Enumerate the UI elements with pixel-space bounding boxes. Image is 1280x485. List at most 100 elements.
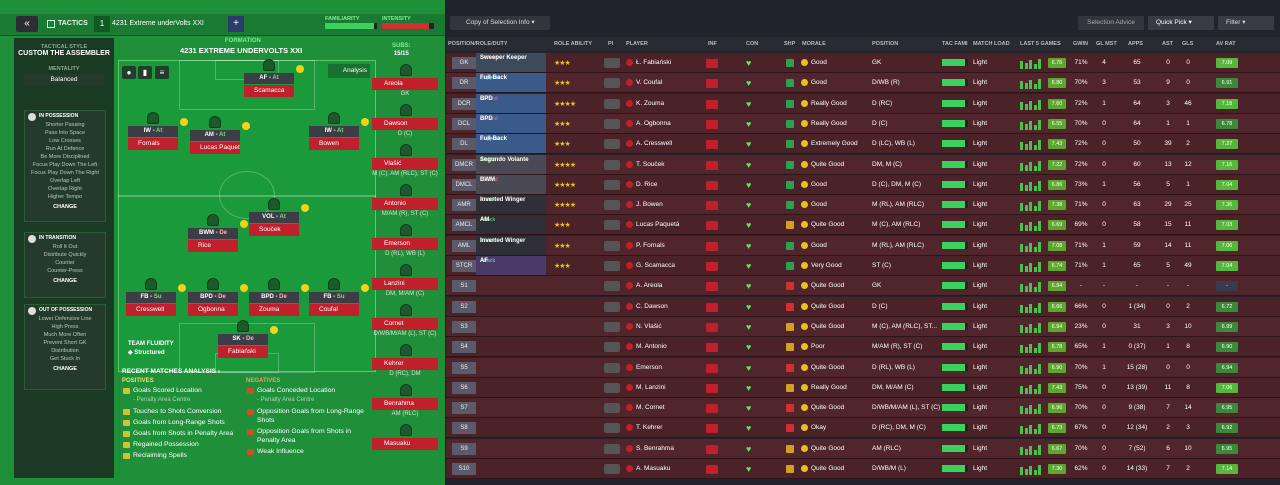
player-instructions-icon[interactable] bbox=[604, 118, 620, 129]
sub-player[interactable]: Areola GK bbox=[372, 78, 438, 97]
player-shirt-icon[interactable] bbox=[237, 320, 249, 332]
row-role-select[interactable]: Sweeper Keeper Defend bbox=[476, 53, 546, 72]
col-gls[interactable]: GLS bbox=[1182, 41, 1194, 47]
player-instructions-icon[interactable] bbox=[604, 179, 620, 190]
col-match-load[interactable]: MATCH LOAD bbox=[973, 41, 1010, 47]
pitch-player-name[interactable]: Cresswell bbox=[126, 304, 176, 316]
player-instructions-icon[interactable] bbox=[604, 342, 620, 353]
player-shirt-icon[interactable] bbox=[328, 112, 340, 124]
change-in-transition-button[interactable]: CHANGE bbox=[53, 278, 77, 284]
row-player-name[interactable]: T. Souček bbox=[626, 160, 696, 168]
col-gwin[interactable]: GWIN bbox=[1073, 41, 1088, 47]
copy-selection-info-button[interactable]: Copy of Selection Info ▾ bbox=[450, 16, 550, 30]
table-row[interactable]: DL Full-Back Support ★★★ A. Cresswell ♥ Extrem… bbox=[446, 134, 1280, 155]
instruction-icon[interactable] bbox=[361, 284, 369, 292]
player-instructions-icon[interactable] bbox=[604, 159, 620, 170]
pitch-position-role[interactable]: FB - Su bbox=[309, 292, 359, 303]
pitch-player-name[interactable]: Fabiański bbox=[218, 346, 268, 358]
quick-pick-button[interactable]: Quick Pick ▾ bbox=[1148, 16, 1214, 30]
change-out-of-possession-button[interactable]: CHANGE bbox=[53, 366, 77, 372]
table-row[interactable]: AMCL AM Attack ★★★ Lucas Paquetá ♥ Quite Good M… bbox=[446, 215, 1280, 236]
row-role-select[interactable]: BWM Defend bbox=[476, 174, 546, 194]
add-tactic-button[interactable]: + bbox=[228, 16, 244, 32]
table-row[interactable]: DCR BPD Defend ★★★★ K. Zouma ♥ Really Good D (R… bbox=[446, 93, 1280, 114]
row-player-name[interactable]: Lucas Paquetá bbox=[626, 221, 696, 229]
col-role-ability[interactable]: ROLE ABILITY bbox=[554, 41, 592, 47]
pitch-position-role[interactable]: AF - At bbox=[244, 73, 294, 84]
player-shirt-icon[interactable] bbox=[263, 59, 275, 71]
col-apps[interactable]: APPS bbox=[1128, 41, 1143, 47]
col-player[interactable]: PLAYER bbox=[626, 41, 648, 47]
player-instructions-icon[interactable] bbox=[604, 301, 620, 312]
col-shp[interactable]: SHP bbox=[784, 41, 796, 47]
sub-player-name[interactable]: Benrahma bbox=[372, 398, 438, 410]
pitch-position-role[interactable]: AM - At bbox=[190, 130, 240, 141]
player-shirt-icon[interactable] bbox=[147, 112, 159, 124]
table-row[interactable]: S6 M. Lanzini ♥ Really Good DM, M/AM (C) Ligh… bbox=[446, 377, 1280, 398]
sub-player-name[interactable]: Kehrer bbox=[372, 358, 438, 370]
instruction-icon[interactable] bbox=[242, 122, 250, 130]
pitch-position-role[interactable]: IW - At bbox=[128, 126, 178, 137]
row-player-name[interactable]: C. Dawson bbox=[626, 302, 696, 310]
row-player-name[interactable]: P. Fornals bbox=[626, 241, 696, 249]
pitch-player-name[interactable]: Ogbonna bbox=[188, 304, 238, 316]
table-row[interactable]: STCR AF Attack ★★★ G. Scamacca ♥ Very Good ST (… bbox=[446, 256, 1280, 276]
row-player-name[interactable]: M. Antonio bbox=[626, 343, 696, 351]
row-player-name[interactable]: A. Ogbonna bbox=[626, 119, 696, 127]
table-row[interactable]: DCL BPD Defend ★★★ A. Ogbonna ♥ Really Good D (… bbox=[446, 113, 1280, 134]
tactic-slot-number[interactable]: 1 bbox=[94, 16, 110, 32]
player-instructions-icon[interactable] bbox=[604, 261, 620, 271]
change-in-possession-button[interactable]: CHANGE bbox=[53, 204, 77, 210]
table-row[interactable]: GK Sweeper Keeper Defend ★★★ Ł. Fabiański ♥ Go… bbox=[446, 53, 1280, 73]
filter-button[interactable]: Filter ▾ bbox=[1218, 16, 1274, 30]
player-instructions-icon[interactable] bbox=[604, 58, 620, 68]
pitch-player-name[interactable]: Rice bbox=[188, 240, 238, 252]
row-player-name[interactable]: V. Coufal bbox=[626, 79, 696, 87]
pitch-player-name[interactable]: Fornals bbox=[128, 138, 178, 150]
sub-player[interactable]: Lanzini DM, M/AM (C) bbox=[372, 278, 438, 297]
row-role-select[interactable]: AM Attack bbox=[476, 215, 546, 235]
row-role-select[interactable]: Segundo Volante Attack bbox=[476, 154, 546, 174]
col-inf[interactable]: INF bbox=[708, 41, 717, 47]
row-role-select[interactable]: BPD Defend bbox=[476, 93, 546, 113]
player-shirt-icon[interactable] bbox=[145, 278, 157, 290]
collapse-button[interactable]: « bbox=[16, 16, 38, 32]
pitch-position-role[interactable]: BWM - De bbox=[188, 228, 238, 239]
col-pi[interactable]: PI bbox=[608, 41, 614, 47]
sub-player[interactable]: Kehrer D (RC), DM bbox=[372, 358, 438, 377]
player-instructions-icon[interactable] bbox=[604, 98, 620, 109]
table-row[interactable]: S9 S. Benrahma ♥ Quite Good AM (RLC) Light 6.6… bbox=[446, 438, 1280, 459]
col-con[interactable]: CON bbox=[746, 41, 759, 47]
pitch-player-name[interactable]: Coufal bbox=[309, 304, 359, 316]
instruction-icon[interactable] bbox=[301, 204, 309, 212]
table-row[interactable]: S3 N. Vlašić ♥ Quite Good M (C), AM (RLC), S… bbox=[446, 316, 1280, 337]
row-role-select[interactable]: Full-Back Support bbox=[476, 134, 546, 154]
sub-player-name[interactable]: Emerson bbox=[372, 238, 438, 250]
pitch-position-role[interactable]: BPD - De bbox=[249, 292, 299, 303]
player-shirt-icon[interactable] bbox=[207, 214, 219, 226]
player-view-icon[interactable]: ● bbox=[122, 66, 136, 79]
player-instructions-icon[interactable] bbox=[604, 362, 620, 373]
sub-player[interactable]: Masuaku bbox=[372, 438, 438, 451]
table-row[interactable]: DR Full-Back Support ★★★ V. Coufal ♥ Good D/WB … bbox=[446, 73, 1280, 94]
row-player-name[interactable]: T. Kehrer bbox=[626, 424, 696, 432]
table-row[interactable]: S8 T. Kehrer ♥ Okay D (RC), DM, M (C) Light 6.… bbox=[446, 418, 1280, 439]
stats-view-icon[interactable]: ▮ bbox=[138, 66, 152, 79]
pitch-player-name[interactable]: Zouma bbox=[249, 304, 299, 316]
col-position[interactable]: POSITION bbox=[872, 41, 899, 47]
instruction-icon[interactable] bbox=[240, 220, 248, 228]
player-shirt-icon[interactable] bbox=[268, 198, 280, 210]
col-gl-mst[interactable]: GL MST bbox=[1096, 41, 1117, 47]
table-row[interactable]: S7 M. Cornet ♥ Quite Good D/WB/M/AM (L), ST … bbox=[446, 398, 1280, 419]
row-player-name[interactable]: M. Lanzini bbox=[626, 383, 696, 391]
row-player-name[interactable]: Emerson bbox=[626, 363, 696, 371]
tactics-tab[interactable]: TACTICS bbox=[44, 16, 94, 32]
player-shirt-icon[interactable] bbox=[209, 116, 221, 128]
sub-player-name[interactable]: Antonio bbox=[372, 198, 438, 210]
sub-player-name[interactable]: Cornet bbox=[372, 318, 438, 330]
formation-select[interactable]: 4231 EXTREME UNDERVOLTS XXI bbox=[180, 46, 303, 55]
row-player-name[interactable]: K. Zouma bbox=[626, 99, 696, 107]
instruction-icon[interactable] bbox=[240, 284, 248, 292]
row-player-name[interactable]: M. Cornet bbox=[626, 404, 696, 412]
row-role-select[interactable]: Inverted Winger Attack bbox=[476, 235, 546, 255]
